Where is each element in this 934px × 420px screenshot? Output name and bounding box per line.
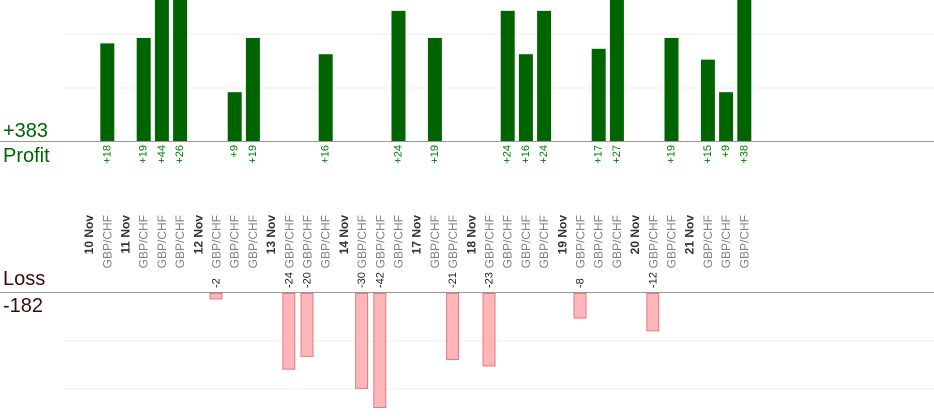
pair-label: GBP/CHF xyxy=(592,215,606,268)
profit-value-label: +24 xyxy=(502,145,514,164)
profit-bar xyxy=(227,92,242,141)
profit-bar xyxy=(664,37,679,141)
pair-label: GBP/CHF xyxy=(665,215,679,268)
loss-bar xyxy=(573,293,587,319)
profit-value-label: +19 xyxy=(138,145,150,164)
loss-value-label: -21 xyxy=(447,272,459,288)
loss-bar xyxy=(209,293,223,300)
date-label: 13 Nov xyxy=(264,215,278,255)
pair-label: GBP/CHF xyxy=(428,215,442,268)
date-label: 17 Nov xyxy=(410,215,424,255)
pair-label: GBP/CHF xyxy=(574,215,588,268)
date-label: 14 Nov xyxy=(337,215,351,255)
profit-value-label: +27 xyxy=(611,145,623,164)
profit-value-label: +9 xyxy=(229,145,241,158)
pair-label: GBP/CHF xyxy=(355,215,369,268)
date-label: 21 Nov xyxy=(683,215,697,255)
pair-label: GBP/CHF xyxy=(483,215,497,268)
loss-value-label: -30 xyxy=(356,272,368,288)
loss-bar xyxy=(373,293,387,408)
profit-bar xyxy=(737,0,752,141)
date-label: 12 Nov xyxy=(191,215,205,255)
date-label: 18 Nov xyxy=(464,215,478,255)
profit-bar xyxy=(500,10,515,141)
pair-label: GBP/CHF xyxy=(719,215,733,268)
profit-value-label: +38 xyxy=(738,145,750,164)
pair-label: GBP/CHF xyxy=(501,215,515,268)
pair-label: GBP/CHF xyxy=(246,215,260,268)
profit-bar xyxy=(173,0,188,141)
loss-value-label: -23 xyxy=(484,272,496,288)
profit-value-label: +16 xyxy=(320,145,332,164)
loss-bar xyxy=(355,293,369,389)
profit-value-label: +15 xyxy=(702,145,714,164)
pair-label: GBP/CHF xyxy=(100,215,114,268)
pair-label: GBP/CHF xyxy=(210,215,224,268)
profit-value-label: +9 xyxy=(720,145,732,158)
profit-bar xyxy=(518,54,533,141)
profit-value-label: +24 xyxy=(538,145,550,164)
pair-label: GBP/CHF xyxy=(282,215,296,268)
profit-total: +383 xyxy=(3,120,49,142)
pair-label: GBP/CHF xyxy=(610,215,624,268)
pair-label: GBP/CHF xyxy=(319,215,333,268)
date-label: 19 Nov xyxy=(555,215,569,255)
profit-value-label: +18 xyxy=(101,145,113,164)
pair-label: GBP/CHF xyxy=(446,215,460,268)
loss-value-label: -20 xyxy=(302,272,314,288)
loss-value-label: -24 xyxy=(283,272,295,288)
profit-bar xyxy=(427,37,442,141)
date-label: 11 Nov xyxy=(119,215,133,254)
profit-bar xyxy=(136,37,151,141)
profit-bar xyxy=(591,48,606,141)
profit-bar xyxy=(245,37,260,141)
date-label: 10 Nov xyxy=(82,215,96,255)
loss-bar xyxy=(446,293,460,361)
profit-value-label: +16 xyxy=(520,145,532,164)
profit-value-label: +17 xyxy=(593,145,605,164)
pair-label: GBP/CHF xyxy=(537,215,551,268)
profit-bar xyxy=(609,0,624,141)
loss-bar xyxy=(282,293,296,370)
profit-value-label: +26 xyxy=(174,145,186,164)
pair-label: GBP/CHF xyxy=(137,215,151,268)
loss-bar xyxy=(300,293,314,357)
pair-label: GBP/CHF xyxy=(701,215,715,268)
profit-bar xyxy=(318,54,333,141)
loss-bar xyxy=(646,293,660,332)
loss-value-label: -42 xyxy=(374,272,386,288)
pair-label: GBP/CHF xyxy=(519,215,533,268)
pair-label: GBP/CHF xyxy=(173,215,187,268)
profit-value-label: +19 xyxy=(247,145,259,164)
loss-label: Loss xyxy=(3,268,46,290)
pair-label: GBP/CHF xyxy=(373,215,387,268)
date-label: 20 Nov xyxy=(628,215,642,255)
pair-label: GBP/CHF xyxy=(155,215,169,268)
profit-value-label: +19 xyxy=(429,145,441,164)
pair-label: GBP/CHF xyxy=(392,215,406,268)
pair-label: GBP/CHF xyxy=(737,215,751,268)
profit-bar xyxy=(719,92,734,141)
profit-bar xyxy=(154,0,169,141)
loss-value-label: -12 xyxy=(647,272,659,288)
loss-value-label: -8 xyxy=(575,278,587,288)
profit-label: Profit xyxy=(3,145,50,167)
profit-bar xyxy=(100,43,115,142)
pair-label: GBP/CHF xyxy=(301,215,315,268)
loss-bar xyxy=(482,293,496,367)
loss-value-label: -2 xyxy=(211,278,223,288)
profit-value-label: +24 xyxy=(393,145,405,164)
profit-bar xyxy=(537,10,552,141)
profit-bar xyxy=(700,59,715,141)
loss-total: -182 xyxy=(3,295,44,317)
profit-value-label: +19 xyxy=(666,145,678,164)
pair-label: GBP/CHF xyxy=(228,215,242,268)
pair-label: GBP/CHF xyxy=(646,215,660,268)
profit-bar xyxy=(391,10,406,141)
profit-value-label: +44 xyxy=(156,145,168,164)
